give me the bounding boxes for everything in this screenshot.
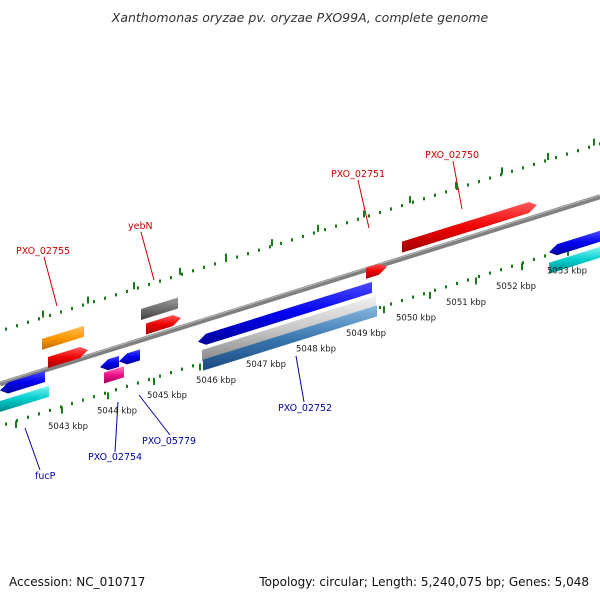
gene-features xyxy=(0,201,600,412)
scale-label-4: 5047 kbp xyxy=(246,360,286,370)
scale-label-2: 5045 kbp xyxy=(147,391,187,401)
gene-pxo-05779 xyxy=(100,355,119,371)
scale-label-6: 5049 kbp xyxy=(346,329,386,339)
leader-reverse-3 xyxy=(24,427,41,471)
gene-fucp-track2 xyxy=(0,385,49,412)
backbone-line xyxy=(0,194,600,387)
backbone-group xyxy=(0,194,600,387)
leader-reverse-1 xyxy=(138,394,171,436)
map-labels: 5043 kbp 5044 kbp 5045 kbp 5046 kbp 5047 kbp… xyxy=(16,150,587,482)
gene-label-reverse-2: PXO_02754 xyxy=(88,452,142,463)
scale-label-10: 5053 kbp xyxy=(547,266,587,276)
leader-forward-1 xyxy=(357,179,370,229)
gene-label-forward-0: PXO_02750 xyxy=(425,150,479,161)
gene-pxo-02752-track2 xyxy=(202,295,376,361)
accession-text: Accession: NC_010717 xyxy=(9,575,146,589)
leader-reverse-2 xyxy=(114,401,119,453)
leader-forward-0 xyxy=(452,160,463,210)
gene-fucp xyxy=(0,370,45,394)
gene-pxo-02755-box xyxy=(42,325,84,350)
genome-title: Xanthomonas oryzae pv. oryzae PXO99A, co… xyxy=(111,10,489,25)
gene-pxo-02752 xyxy=(198,281,372,345)
scale-label-9: 5052 kbp xyxy=(496,282,536,292)
gene-label-reverse-0: PXO_02752 xyxy=(278,403,332,414)
leader-reverse-0 xyxy=(295,355,305,403)
scale-label-3: 5046 kbp xyxy=(196,376,236,386)
gene-pxo-02751 xyxy=(366,263,387,279)
scale-label-1: 5044 kbp xyxy=(97,407,137,417)
gene-label-reverse-3: fucP xyxy=(35,471,56,482)
gene-label-reverse-1: PXO_05779 xyxy=(142,436,196,447)
gene-pxo-05779-b xyxy=(119,349,140,365)
scale-label-5: 5048 kbp xyxy=(296,345,336,355)
gene-label-forward-3: PXO_02755 xyxy=(16,246,70,257)
gene-label-forward-2: yebN xyxy=(128,221,153,232)
gene-pxo-02754 xyxy=(104,366,124,384)
scale-label-7: 5050 kbp xyxy=(396,313,436,323)
scale-label-0: 5043 kbp xyxy=(48,422,88,432)
gene-pxo-02755 xyxy=(48,347,88,369)
gene-pxo-02752-track3 xyxy=(203,305,377,371)
leader-forward-2 xyxy=(140,231,155,281)
gene-right-cyan xyxy=(549,246,600,274)
genome-summary-text: Topology: circular; Length: 5,240,075 bp… xyxy=(259,575,589,589)
gene-yebn-box xyxy=(141,297,178,321)
label-leaders xyxy=(24,160,463,471)
leader-forward-3 xyxy=(43,256,58,307)
backbone-highlight xyxy=(0,194,600,383)
scale-label-8: 5051 kbp xyxy=(446,298,486,308)
gene-label-forward-1: PXO_02751 xyxy=(331,169,385,180)
gene-right-blue xyxy=(549,230,600,256)
gene-pxo-02750 xyxy=(402,201,537,253)
gene-yebn xyxy=(146,315,181,335)
